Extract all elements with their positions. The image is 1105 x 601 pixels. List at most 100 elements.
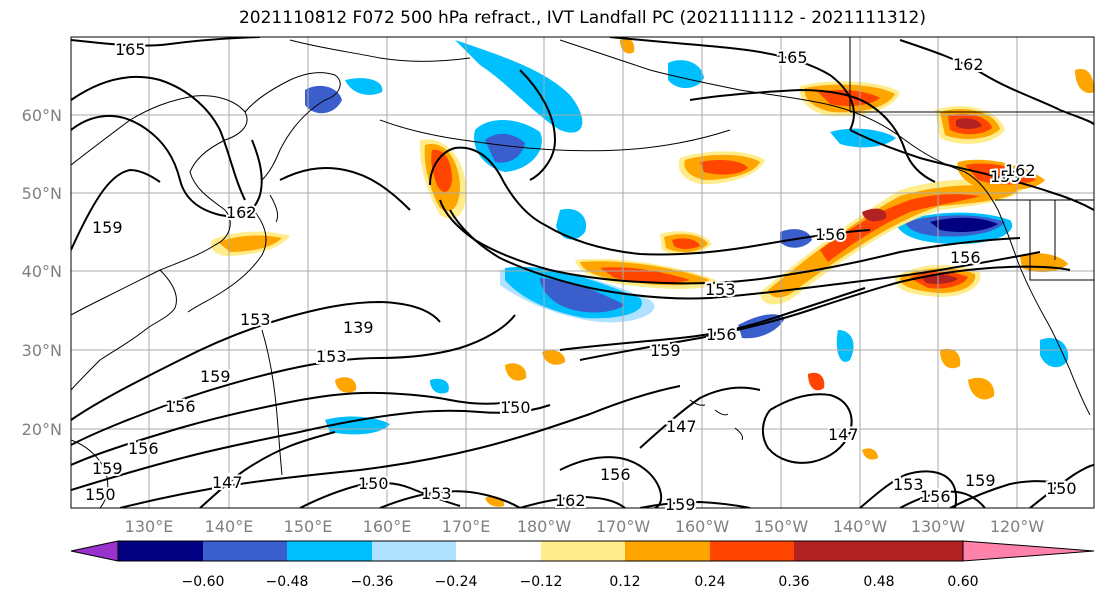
colorbar-ticks: −0.60 −0.48 −0.36 −0.24 −0.12 0.12 0.24 … [182,574,979,590]
shade-orange-sp2 [542,350,566,365]
contour-label: 159 [665,495,696,514]
refractivity-shading [210,38,1094,507]
shade-red-ne-band [820,194,980,262]
contour-label: 156 [165,397,196,416]
lon-label-120w: 120°W [990,517,1045,536]
contour-162-south [519,495,626,508]
contour-label: 153 [421,484,452,503]
coast-korea-china [71,269,177,391]
coast-okhotsk-chukotka [289,39,471,62]
colorbar-tick-label: 0.24 [694,574,725,590]
contour-label: 159 [965,471,996,490]
colorbar-segment [794,541,879,561]
colorbar-extension-low [70,540,119,562]
contour-162-trough [71,114,263,218]
colorbar-segment [879,541,963,561]
shade-blue-jet-core [540,278,625,313]
contour-label: 162 [953,55,984,74]
contour-label: 153 [893,475,924,494]
shade-blue-sw1 [430,378,449,394]
contour-label: 162 [1005,161,1036,180]
contour-147-c [762,393,853,464]
shade-orange-sp1 [505,363,527,381]
lon-label-130e: 130°E [125,517,174,536]
contour-156-se [899,490,986,508]
contour-159-west [71,314,516,446]
lat-label-50n: 50°N [22,184,62,203]
contour-153-west [71,300,441,421]
contour-label: 159 [650,341,681,360]
contour-159-south [639,500,751,508]
shade-orange-top [620,38,635,54]
contour-label: 156 [128,439,159,458]
contour-159-se [949,480,1066,508]
lat-label-60n: 60°N [22,106,62,125]
shade-blue-south [325,416,390,435]
colorbar-extension-high [962,540,1095,562]
colorbar-segment [203,541,287,561]
contour-label: 156 [920,487,951,506]
lon-label-170e: 170°E [442,517,491,536]
contour-147-a [199,431,336,508]
contour-label: 150 [85,485,116,504]
colorbar-tick-label: 0.12 [609,574,640,590]
shade-red-nepac-1 [700,160,748,175]
contour-label: 162 [226,203,257,222]
lon-label-160w: 160°W [675,517,730,536]
contour-label: 150 [1046,479,1077,498]
border-states-1 [1029,200,1094,281]
lon-label-170w: 170°W [596,517,651,536]
lat-label-20n: 20°N [22,420,62,439]
contour-156-south [559,456,663,508]
map-frame [70,36,1095,509]
contour-156-jet [579,265,1071,361]
contour-label: 159 [200,367,231,386]
contour-159-japan [71,168,161,251]
lat-label-30n: 30°N [22,341,62,360]
contour-label: 147 [666,417,697,436]
contour-label: 150 [500,398,531,417]
contour-labels: 165 165 162 162 159 159 156 156 153 139 … [83,38,1079,516]
contour-153-south [379,490,521,508]
colorbar-segment [625,541,710,561]
colorbar-tick-label: −0.36 [351,574,394,590]
colorbar-tick-label: −0.60 [182,574,225,590]
contour-162-east [899,39,1094,126]
contour-label: 156 [600,465,631,484]
graticule [71,37,1094,508]
colorbar-segment [287,541,372,561]
lon-label-160e: 160°E [363,517,412,536]
lon-label-130w: 130°W [911,517,966,536]
contour-big-trough [71,76,246,201]
shade-darkred-bc [956,118,982,129]
contour-label: 165 [115,40,146,59]
shade-blue-bering-1 [455,40,583,133]
colorbar-tick-label: −0.12 [520,574,563,590]
contour-label: 150 [358,474,389,493]
coast-asia-mainland [71,95,248,316]
colorbar-segment [710,541,794,561]
contour-label: 156 [815,225,846,244]
shade-blue-midpac [556,208,587,240]
contour-150-mid [119,385,681,508]
shade-orange-sp4 [940,348,961,369]
colorbar-tick-label: −0.48 [266,574,309,590]
contour-153-se [859,470,958,508]
contour-153-mid [71,404,551,491]
contour-nw-pac-1 [279,167,411,211]
map-plot-area [70,36,1095,509]
coast-na-west [1017,261,1091,416]
shade-red-38n [672,238,700,249]
contour-label: 153 [316,347,347,366]
contour-jet-1 [439,199,1021,285]
contour-label: 159 [990,167,1021,186]
latitude-axis: 60°N 50°N 40°N 30°N 20°N [22,106,62,439]
longitude-axis: 130°E 140°E 150°E 160°E 170°E 180°W 170°… [125,517,1045,536]
contour-ridge-bering [429,146,871,256]
colorbar-segment [456,541,541,561]
shade-darkred-39n [922,274,958,284]
contour-label: 159 [92,218,123,237]
contour-label: 139 [343,318,374,337]
shade-orange-sp8 [862,448,878,460]
